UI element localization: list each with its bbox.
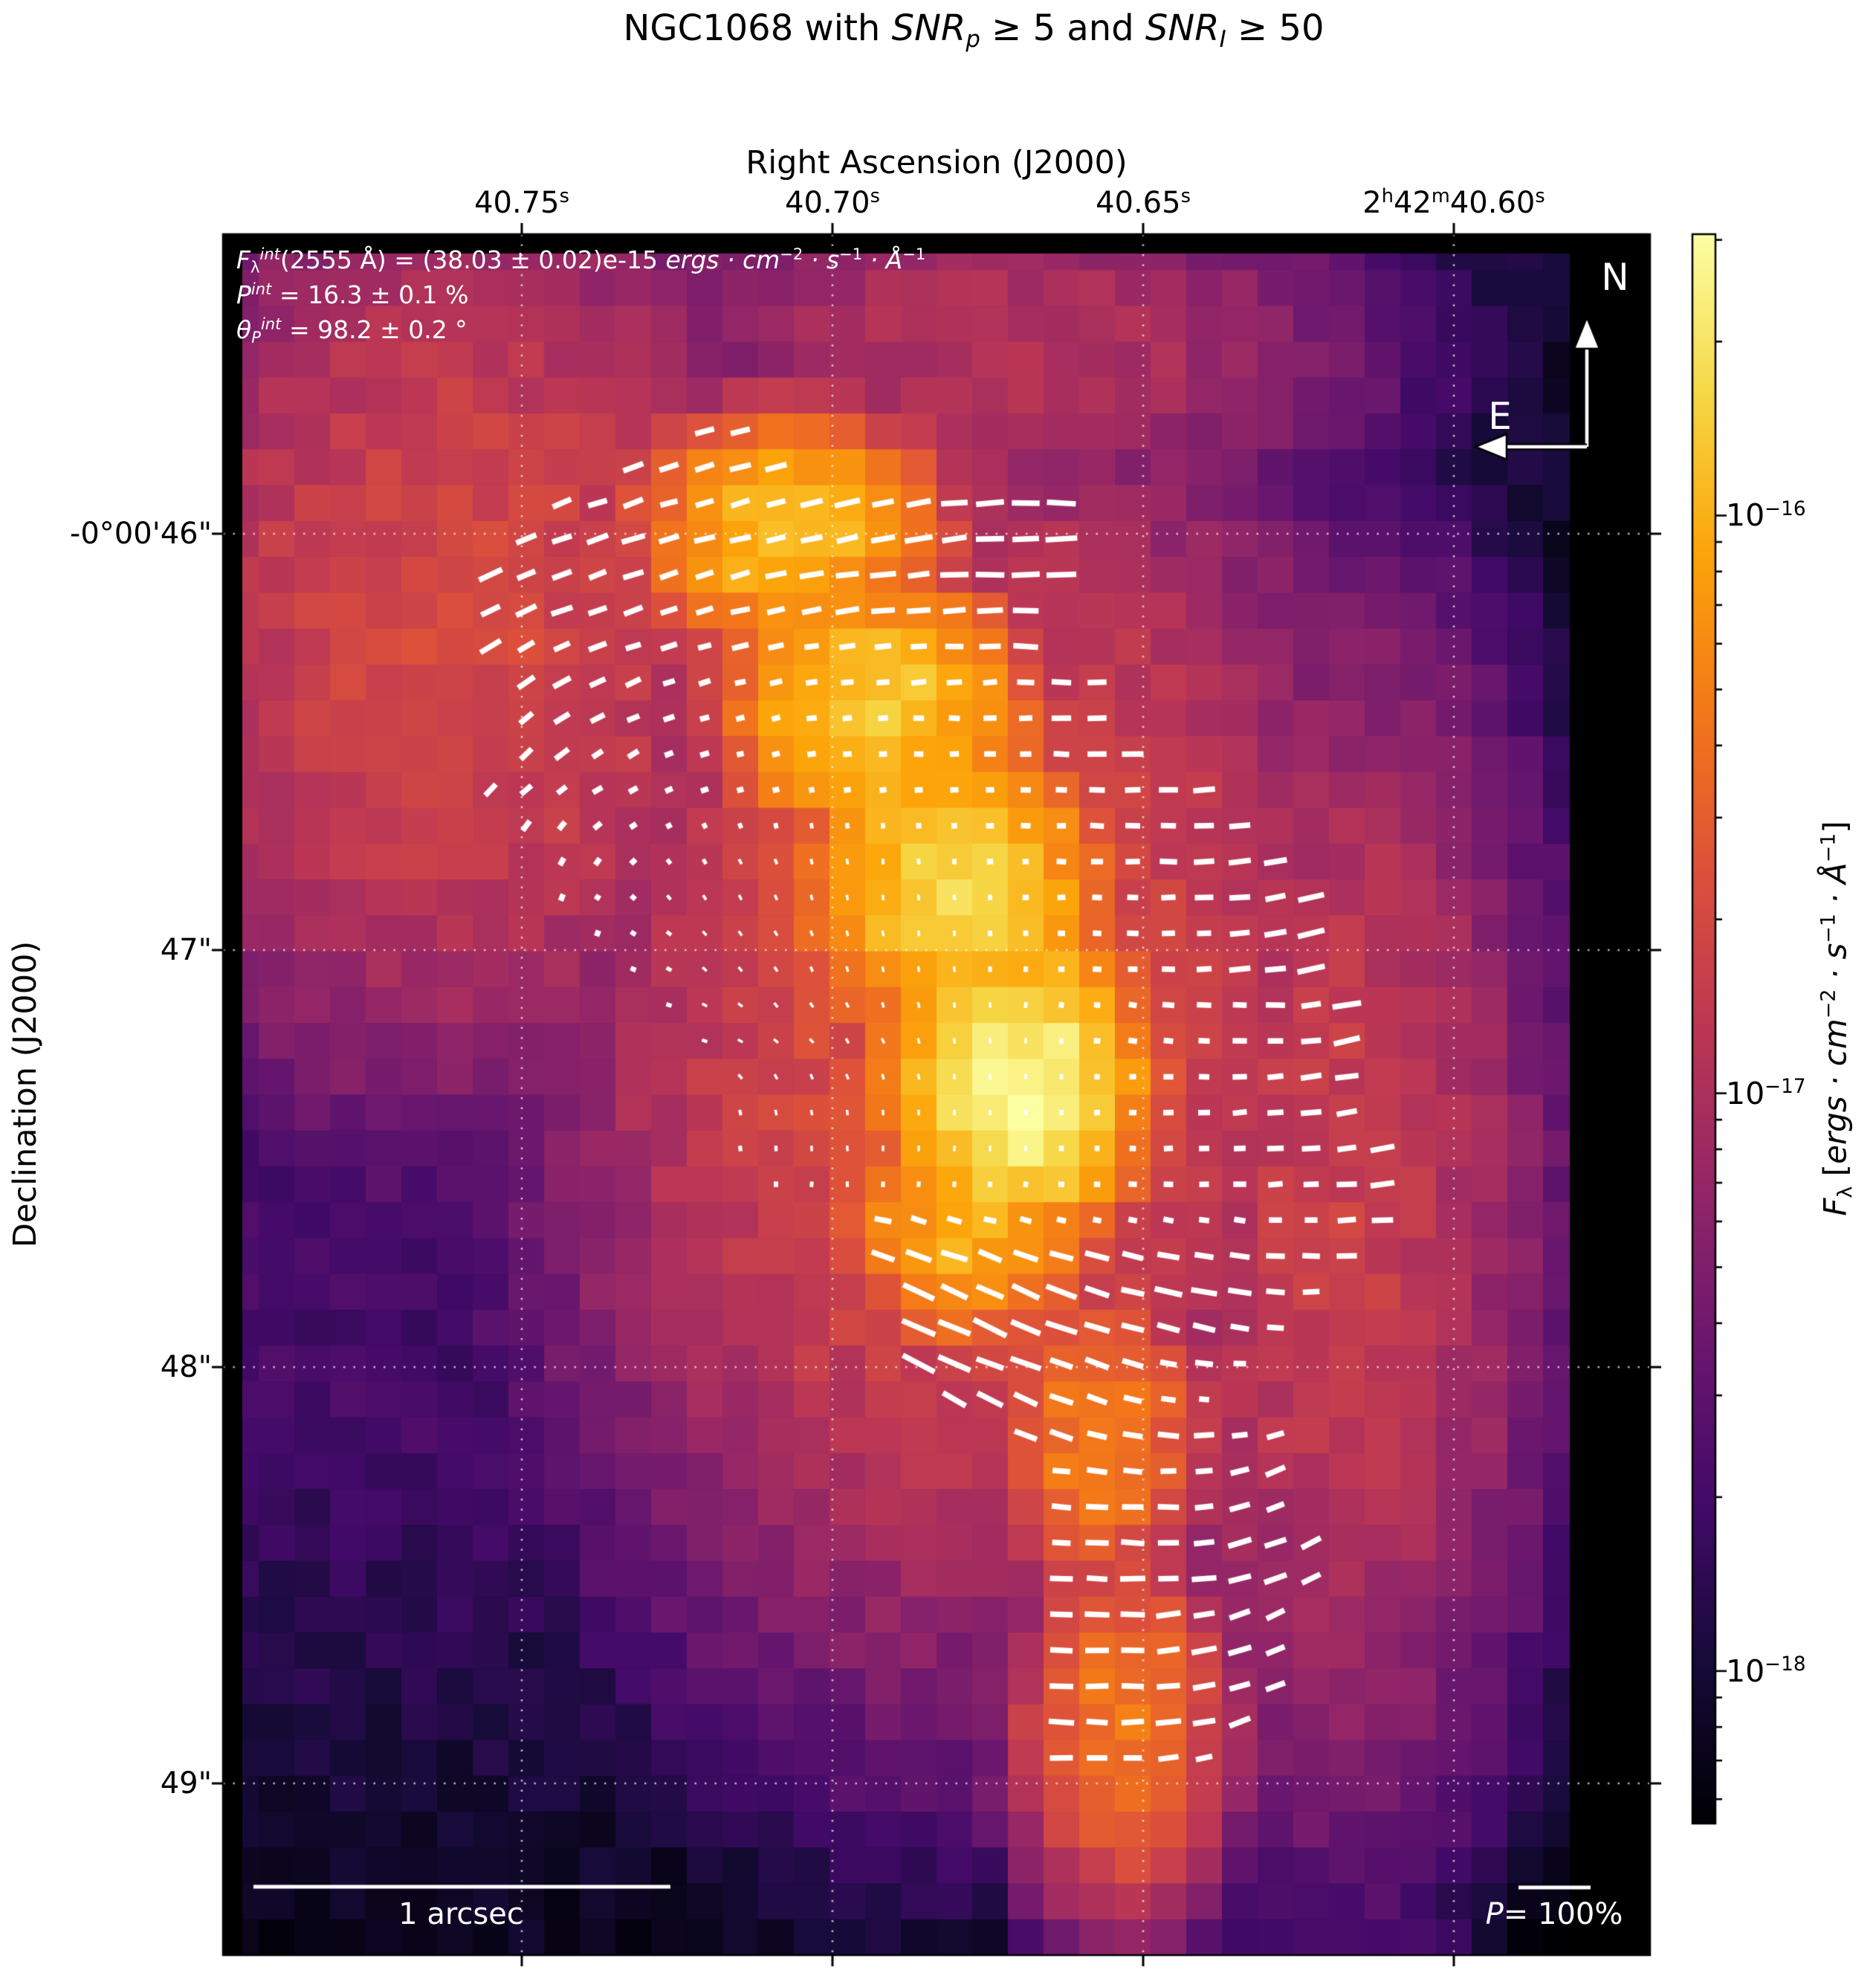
- text-segment: int: [260, 314, 282, 334]
- text-segment: 40.75: [474, 186, 560, 220]
- text-segment: int: [250, 280, 272, 299]
- text-segment: p: [966, 25, 980, 53]
- text-segment: = 16.3 ± 0.1 %: [271, 280, 469, 309]
- text-segment: NGC1068 with: [623, 7, 892, 49]
- text-segment: · Å: [1817, 862, 1854, 914]
- text-segment: ergs · cm: [1817, 1018, 1854, 1164]
- colorbar-tick-label: 10−17: [1726, 1076, 1806, 1111]
- text-segment: F: [1817, 1198, 1854, 1216]
- text-segment: s: [559, 184, 569, 207]
- text-segment: 10: [1726, 1653, 1765, 1689]
- text-segment: −17: [1765, 1076, 1806, 1099]
- text-segment: ]: [1817, 821, 1854, 833]
- text-segment: s: [1180, 184, 1191, 207]
- text-segment: m: [1431, 184, 1450, 207]
- text-segment: (2555 Å) = (38.03 ± 0.02)e-15: [280, 245, 666, 274]
- plot-title: NGC1068 with SNRp ≥ 5 and SNRI ≥ 50: [623, 7, 1324, 53]
- text-segment: = 98.2 ± 0.2 °: [281, 315, 468, 344]
- text-segment: λ: [1834, 1186, 1857, 1198]
- text-segment: F: [236, 245, 250, 274]
- text-segment: ≥ 50: [1226, 7, 1324, 49]
- annotation-flux-line: Fλint(2555 Å) = (38.03 ± 0.02)e-15 ergs …: [236, 245, 926, 277]
- text-segment: 40.70: [785, 186, 870, 220]
- colorbar-tick-label: 10−18: [1726, 1653, 1806, 1689]
- text-segment: P: [1485, 1897, 1504, 1931]
- text-segment: P: [236, 280, 251, 309]
- text-segment: = 100%: [1503, 1897, 1623, 1931]
- text-segment: 2: [1362, 186, 1382, 220]
- text-segment: −18: [1765, 1653, 1806, 1676]
- x-axis-label: Right Ascension (J2000): [745, 144, 1128, 181]
- text-segment: 40.60: [1449, 186, 1536, 220]
- text-segment: [: [1817, 1163, 1854, 1186]
- text-segment: 40.65: [1096, 186, 1181, 220]
- text-segment: −2: [780, 245, 803, 264]
- compass-east-label: E: [1488, 395, 1512, 438]
- text-segment: · s: [1817, 943, 1854, 989]
- text-segment: 10: [1726, 497, 1765, 534]
- y-tick-label: -0°00'46": [69, 517, 212, 551]
- text-segment: P: [251, 327, 261, 346]
- x-tick-label: 40.75s: [474, 184, 569, 220]
- annotation-angle-line: θPint = 98.2 ± 0.2 °: [236, 314, 468, 346]
- polarization-reference-label: P= 100%: [1486, 1897, 1623, 1931]
- text-segment: −16: [1765, 498, 1806, 521]
- x-tick-label: 40.65s: [1096, 184, 1191, 220]
- text-segment: −1: [902, 245, 926, 264]
- text-segment: SNR: [891, 7, 966, 49]
- y-axis-label: Declination (J2000): [7, 940, 44, 1248]
- text-segment: θ: [236, 315, 252, 344]
- text-segment: s: [1535, 184, 1545, 207]
- x-tick-label: 40.70s: [785, 184, 880, 220]
- text-segment: s: [870, 184, 880, 207]
- text-segment: h: [1381, 184, 1394, 207]
- colorbar-tick-label: 10−16: [1726, 497, 1806, 533]
- text-segment: 42: [1393, 186, 1432, 220]
- colorbar-axis-label: Fλ [ergs · cm−2 · s−1 · Å−1]: [1817, 821, 1857, 1216]
- y-tick-label: 48": [160, 1350, 212, 1384]
- text-segment: ≥ 5 and: [980, 7, 1145, 49]
- y-tick-label: 49": [160, 1766, 212, 1801]
- scalebar-label: 1 arcsec: [398, 1897, 523, 1931]
- annotation-polarization-line: Pint = 16.3 ± 0.1 %: [236, 280, 469, 309]
- y-tick-label: 47": [160, 933, 212, 967]
- compass-north-label: N: [1601, 256, 1629, 299]
- text-segment: SNR: [1145, 7, 1220, 49]
- text-segment: −1: [839, 245, 863, 264]
- text-segment: −1: [1817, 833, 1840, 863]
- text-segment: −2: [1817, 989, 1840, 1019]
- text-segment: · Å: [862, 245, 903, 274]
- text-segment: int: [259, 245, 281, 264]
- text-segment: λ: [250, 257, 260, 277]
- text-segment: −1: [1817, 914, 1840, 943]
- text-segment: I: [1219, 25, 1226, 53]
- text-segment: · s: [803, 245, 840, 274]
- x-tick-label: 2h42m40.60s: [1362, 184, 1545, 220]
- text-segment: ergs · cm: [665, 245, 780, 274]
- text-segment: 10: [1726, 1075, 1765, 1111]
